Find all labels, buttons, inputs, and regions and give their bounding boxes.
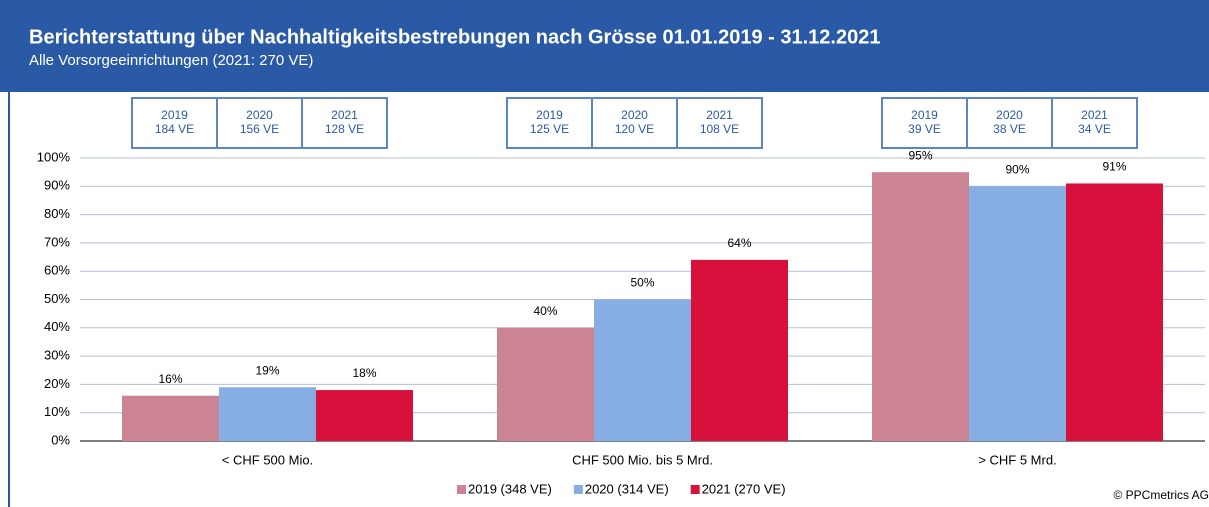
y-tick-label: 50% — [44, 291, 70, 306]
value-label: 18% — [352, 366, 376, 380]
box-count: 34 VE — [1078, 122, 1111, 136]
box-count: 184 VE — [155, 122, 194, 136]
bar — [969, 186, 1066, 441]
box-frame — [881, 97, 968, 149]
legend-swatch — [690, 485, 700, 494]
y-tick-label: 20% — [44, 376, 70, 391]
y-tick-label: 30% — [44, 348, 70, 363]
box-year: 2019 — [536, 108, 563, 122]
legend-swatch — [457, 485, 466, 494]
x-tick-label: CHF 500 Mio. bis 5 Mrd. — [572, 452, 713, 467]
bar — [872, 172, 969, 441]
value-label: 95% — [908, 148, 932, 162]
box-year: 2019 — [911, 108, 938, 122]
bar — [691, 259, 788, 441]
legend-label: 2021 (270 VE) — [702, 481, 786, 496]
chart-title: Berichterstattung über Nachhaltigkeitsbe… — [29, 26, 880, 48]
bar — [122, 395, 219, 441]
box-count: 156 VE — [240, 122, 279, 136]
value-label: 19% — [255, 363, 279, 377]
box-count: 120 VE — [615, 122, 654, 136]
box-year: 2021 — [706, 108, 733, 122]
box-year: 2020 — [996, 108, 1023, 122]
box-year: 2020 — [246, 108, 273, 122]
box-frame — [301, 97, 388, 149]
value-label: 40% — [533, 304, 557, 318]
y-tick-label: 100% — [37, 149, 71, 164]
box-frame — [216, 97, 303, 149]
x-tick-label: < CHF 500 Mio. — [222, 452, 313, 467]
bar — [1066, 183, 1163, 441]
box-frame — [591, 97, 678, 149]
legend-label: 2019 (348 VE) — [468, 481, 552, 496]
y-tick-label: 40% — [44, 319, 70, 334]
bar — [219, 387, 316, 441]
box-frame — [966, 97, 1053, 149]
x-tick-label: > CHF 5 Mrd. — [978, 452, 1056, 467]
box-count: 38 VE — [993, 122, 1026, 136]
y-tick-label: 80% — [44, 206, 70, 221]
legend-swatch — [573, 485, 583, 494]
box-frame — [676, 97, 763, 149]
box-year: 2019 — [161, 108, 188, 122]
legend-label: 2020 (314 VE) — [585, 481, 669, 496]
y-tick-label: 60% — [44, 263, 70, 278]
bar — [316, 390, 413, 441]
y-tick-label: 70% — [44, 234, 70, 249]
value-label: 64% — [727, 236, 751, 250]
value-label: 16% — [158, 372, 182, 386]
box-count: 39 VE — [908, 122, 941, 136]
y-tick-label: 90% — [44, 178, 70, 193]
chart-subtitle: Alle Vorsorgeeinrichtungen (2021: 270 VE… — [29, 52, 313, 69]
y-tick-label: 10% — [44, 404, 70, 419]
box-year: 2021 — [1081, 108, 1108, 122]
box-year: 2020 — [621, 108, 648, 122]
value-label: 91% — [1102, 160, 1126, 174]
value-label: 90% — [1005, 162, 1029, 176]
header-band — [0, 0, 1209, 92]
box-count: 125 VE — [530, 122, 569, 136]
bar — [497, 327, 594, 441]
copyright: © PPCmetrics AG — [1113, 488, 1209, 502]
y-tick-label: 0% — [51, 432, 70, 447]
box-frame — [1051, 97, 1138, 149]
box-frame — [131, 97, 218, 149]
box-count: 128 VE — [325, 122, 364, 136]
bar — [594, 299, 691, 441]
box-count: 108 VE — [700, 122, 739, 136]
value-label: 50% — [630, 276, 654, 290]
box-year: 2021 — [331, 108, 358, 122]
